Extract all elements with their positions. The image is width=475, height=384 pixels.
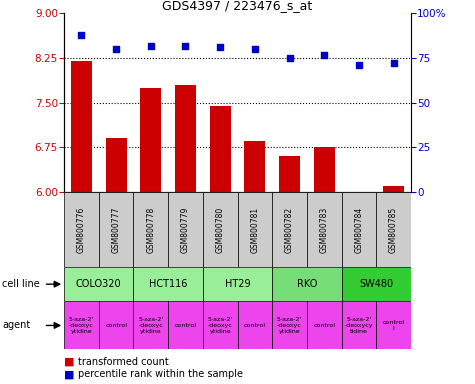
Bar bbox=[383, 186, 404, 192]
Bar bbox=[64, 301, 99, 349]
Text: GSM800783: GSM800783 bbox=[320, 206, 329, 253]
Bar bbox=[238, 192, 272, 267]
Bar bbox=[133, 301, 168, 349]
Title: GDS4397 / 223476_s_at: GDS4397 / 223476_s_at bbox=[162, 0, 313, 12]
Bar bbox=[203, 192, 238, 267]
Text: GSM800781: GSM800781 bbox=[250, 206, 259, 253]
Bar bbox=[314, 147, 334, 192]
Text: HT29: HT29 bbox=[225, 279, 250, 289]
Text: 5-aza-2'
-deoxycy
tidine: 5-aza-2' -deoxycy tidine bbox=[345, 317, 373, 334]
Bar bbox=[272, 267, 342, 301]
Bar bbox=[133, 192, 168, 267]
Bar bbox=[106, 138, 126, 192]
Text: GSM800779: GSM800779 bbox=[181, 206, 190, 253]
Bar bbox=[272, 192, 307, 267]
Text: GSM800785: GSM800785 bbox=[389, 206, 398, 253]
Text: GSM800780: GSM800780 bbox=[216, 206, 225, 253]
Point bbox=[286, 55, 294, 61]
Text: control
l: control l bbox=[382, 320, 405, 331]
Text: ■: ■ bbox=[64, 369, 75, 379]
Point bbox=[113, 46, 120, 52]
Text: ■: ■ bbox=[64, 357, 75, 367]
Text: control: control bbox=[174, 323, 197, 328]
Bar bbox=[307, 192, 342, 267]
Text: HCT116: HCT116 bbox=[149, 279, 187, 289]
Text: GSM800778: GSM800778 bbox=[146, 206, 155, 253]
Bar bbox=[307, 301, 342, 349]
Bar bbox=[342, 192, 376, 267]
Text: percentile rank within the sample: percentile rank within the sample bbox=[78, 369, 243, 379]
Text: cell line: cell line bbox=[2, 279, 40, 289]
Text: RKO: RKO bbox=[297, 279, 317, 289]
Text: 5-aza-2'
-deoxyc
ytidine: 5-aza-2' -deoxyc ytidine bbox=[208, 317, 233, 334]
Bar bbox=[64, 192, 99, 267]
Bar bbox=[210, 106, 230, 192]
Bar bbox=[168, 301, 203, 349]
Text: control: control bbox=[244, 323, 266, 328]
Text: control: control bbox=[105, 323, 127, 328]
Bar bbox=[342, 267, 411, 301]
Bar bbox=[376, 192, 411, 267]
Point bbox=[217, 44, 224, 50]
Bar bbox=[133, 267, 203, 301]
Text: GSM800782: GSM800782 bbox=[285, 206, 294, 253]
Text: 5-aza-2'
-deoxyc
ytidine: 5-aza-2' -deoxyc ytidine bbox=[69, 317, 94, 334]
Bar bbox=[272, 301, 307, 349]
Bar bbox=[99, 192, 133, 267]
Point bbox=[147, 43, 155, 49]
Bar bbox=[238, 301, 272, 349]
Point bbox=[78, 32, 86, 38]
Text: COLO320: COLO320 bbox=[76, 279, 122, 289]
Text: transformed count: transformed count bbox=[78, 357, 169, 367]
Bar bbox=[141, 88, 161, 192]
Point bbox=[251, 46, 259, 52]
Point bbox=[181, 43, 189, 49]
Text: 5-aza-2'
-deoxyc
ytidine: 5-aza-2' -deoxyc ytidine bbox=[277, 317, 302, 334]
Bar bbox=[175, 85, 196, 192]
Text: GSM800777: GSM800777 bbox=[112, 206, 121, 253]
Text: SW480: SW480 bbox=[359, 279, 393, 289]
Text: control: control bbox=[313, 323, 335, 328]
Text: agent: agent bbox=[2, 320, 30, 331]
Point bbox=[355, 62, 363, 68]
Bar bbox=[71, 61, 92, 192]
Point bbox=[390, 60, 397, 66]
Text: GSM800784: GSM800784 bbox=[354, 206, 363, 253]
Bar bbox=[376, 301, 411, 349]
Bar bbox=[279, 156, 300, 192]
Text: GSM800776: GSM800776 bbox=[77, 206, 86, 253]
Text: 5-aza-2'
-deoxyc
ytidine: 5-aza-2' -deoxyc ytidine bbox=[138, 317, 163, 334]
Bar bbox=[342, 301, 376, 349]
Point bbox=[320, 51, 328, 58]
Bar bbox=[245, 141, 265, 192]
Bar bbox=[203, 301, 238, 349]
Bar bbox=[64, 267, 133, 301]
Bar bbox=[203, 267, 272, 301]
Bar bbox=[168, 192, 203, 267]
Bar bbox=[99, 301, 133, 349]
